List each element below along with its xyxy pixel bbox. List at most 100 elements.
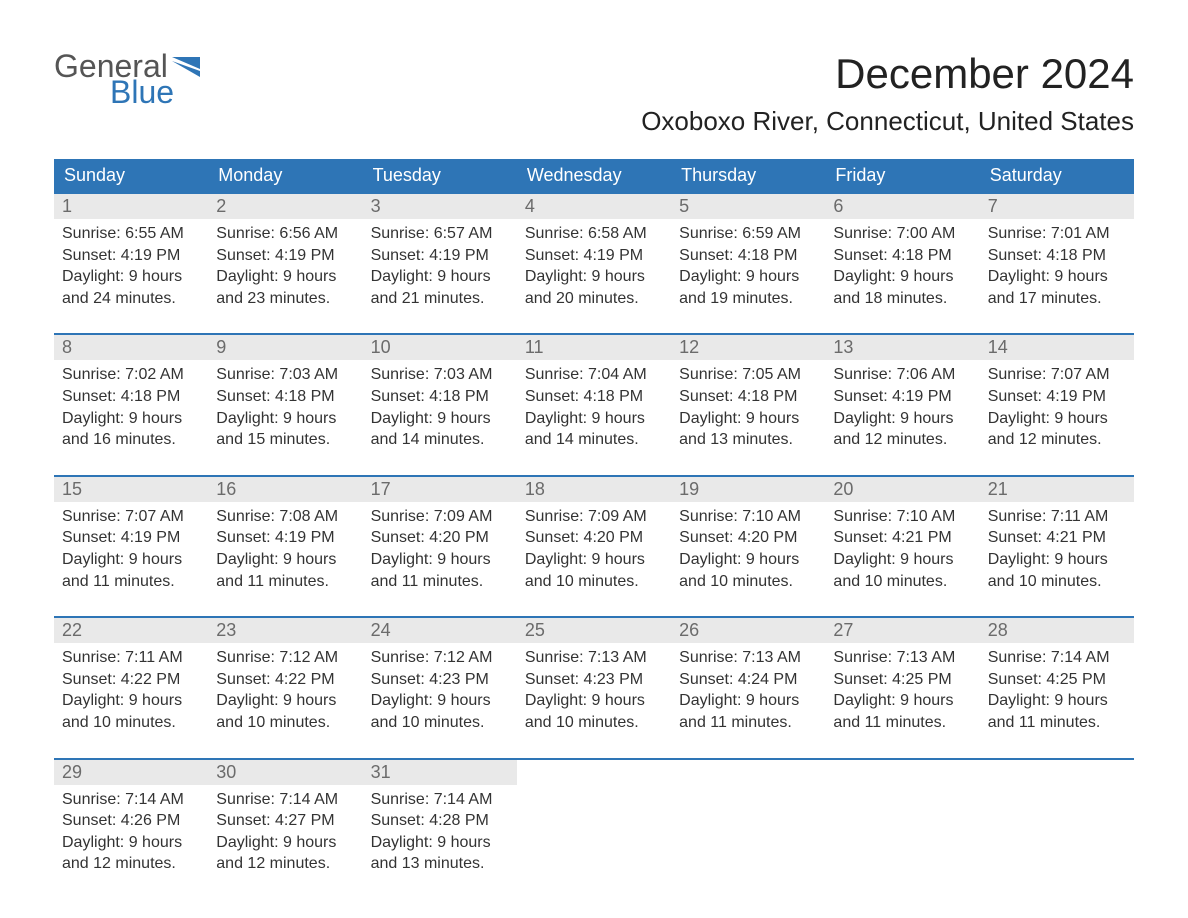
- day-d2: and 12 minutes.: [62, 853, 200, 875]
- day-number: 30: [208, 760, 362, 785]
- day-sr: Sunrise: 6:57 AM: [371, 223, 509, 245]
- week-row: 8Sunrise: 7:02 AMSunset: 4:18 PMDaylight…: [54, 333, 1134, 456]
- day-ss: Sunset: 4:18 PM: [371, 386, 509, 408]
- day-sr: Sunrise: 7:08 AM: [216, 506, 354, 528]
- day-cell: 25Sunrise: 7:13 AMSunset: 4:23 PMDayligh…: [517, 618, 671, 739]
- dow-cell: Thursday: [671, 159, 825, 192]
- day-d1: Daylight: 9 hours: [62, 266, 200, 288]
- day-body: Sunrise: 7:01 AMSunset: 4:18 PMDaylight:…: [980, 219, 1134, 315]
- day-body: Sunrise: 7:11 AMSunset: 4:22 PMDaylight:…: [54, 643, 208, 739]
- day-d2: and 10 minutes.: [679, 571, 817, 593]
- day-ss: Sunset: 4:22 PM: [62, 669, 200, 691]
- day-d1: Daylight: 9 hours: [62, 690, 200, 712]
- day-d2: and 10 minutes.: [988, 571, 1126, 593]
- day-ss: Sunset: 4:19 PM: [525, 245, 663, 267]
- day-d2: and 13 minutes.: [679, 429, 817, 451]
- day-d2: and 10 minutes.: [216, 712, 354, 734]
- day-ss: Sunset: 4:21 PM: [833, 527, 971, 549]
- logo-word-blue: Blue: [110, 76, 200, 108]
- day-cell: 23Sunrise: 7:12 AMSunset: 4:22 PMDayligh…: [208, 618, 362, 739]
- day-d2: and 10 minutes.: [62, 712, 200, 734]
- day-cell: 31Sunrise: 7:14 AMSunset: 4:28 PMDayligh…: [363, 760, 517, 881]
- day-cell: 10Sunrise: 7:03 AMSunset: 4:18 PMDayligh…: [363, 335, 517, 456]
- day-ss: Sunset: 4:20 PM: [525, 527, 663, 549]
- day-d1: Daylight: 9 hours: [988, 690, 1126, 712]
- day-number: 18: [517, 477, 671, 502]
- dow-cell: Sunday: [54, 159, 208, 192]
- day-cell: 13Sunrise: 7:06 AMSunset: 4:19 PMDayligh…: [825, 335, 979, 456]
- day-d1: Daylight: 9 hours: [679, 408, 817, 430]
- day-sr: Sunrise: 6:58 AM: [525, 223, 663, 245]
- day-cell: 29Sunrise: 7:14 AMSunset: 4:26 PMDayligh…: [54, 760, 208, 881]
- day-d2: and 11 minutes.: [371, 571, 509, 593]
- day-sr: Sunrise: 6:55 AM: [62, 223, 200, 245]
- day-cell: 19Sunrise: 7:10 AMSunset: 4:20 PMDayligh…: [671, 477, 825, 598]
- day-ss: Sunset: 4:20 PM: [679, 527, 817, 549]
- day-cell: .: [671, 760, 825, 881]
- day-number: 21: [980, 477, 1134, 502]
- day-number: 28: [980, 618, 1134, 643]
- day-d2: and 24 minutes.: [62, 288, 200, 310]
- day-d1: Daylight: 9 hours: [833, 408, 971, 430]
- day-body: Sunrise: 7:10 AMSunset: 4:20 PMDaylight:…: [671, 502, 825, 598]
- day-d1: Daylight: 9 hours: [216, 266, 354, 288]
- day-cell: .: [980, 760, 1134, 881]
- day-sr: Sunrise: 7:10 AM: [833, 506, 971, 528]
- day-ss: Sunset: 4:22 PM: [216, 669, 354, 691]
- dow-cell: Friday: [825, 159, 979, 192]
- day-cell: 30Sunrise: 7:14 AMSunset: 4:27 PMDayligh…: [208, 760, 362, 881]
- day-ss: Sunset: 4:24 PM: [679, 669, 817, 691]
- day-d1: Daylight: 9 hours: [371, 832, 509, 854]
- day-sr: Sunrise: 7:07 AM: [62, 506, 200, 528]
- day-ss: Sunset: 4:18 PM: [216, 386, 354, 408]
- day-cell: 6Sunrise: 7:00 AMSunset: 4:18 PMDaylight…: [825, 194, 979, 315]
- day-cell: 26Sunrise: 7:13 AMSunset: 4:24 PMDayligh…: [671, 618, 825, 739]
- week-row: 15Sunrise: 7:07 AMSunset: 4:19 PMDayligh…: [54, 475, 1134, 598]
- location: Oxoboxo River, Connecticut, United State…: [641, 106, 1134, 137]
- day-body: Sunrise: 7:05 AMSunset: 4:18 PMDaylight:…: [671, 360, 825, 456]
- day-d2: and 11 minutes.: [833, 712, 971, 734]
- day-body: Sunrise: 7:00 AMSunset: 4:18 PMDaylight:…: [825, 219, 979, 315]
- logo: General Blue: [54, 50, 200, 108]
- day-d1: Daylight: 9 hours: [62, 832, 200, 854]
- day-body: Sunrise: 7:13 AMSunset: 4:24 PMDaylight:…: [671, 643, 825, 739]
- day-d1: Daylight: 9 hours: [371, 266, 509, 288]
- day-sr: Sunrise: 7:01 AM: [988, 223, 1126, 245]
- day-number: 23: [208, 618, 362, 643]
- day-body: Sunrise: 7:14 AMSunset: 4:28 PMDaylight:…: [363, 785, 517, 881]
- day-d1: Daylight: 9 hours: [371, 408, 509, 430]
- day-ss: Sunset: 4:19 PM: [371, 245, 509, 267]
- day-d1: Daylight: 9 hours: [833, 549, 971, 571]
- day-ss: Sunset: 4:21 PM: [988, 527, 1126, 549]
- day-d1: Daylight: 9 hours: [525, 549, 663, 571]
- day-body: Sunrise: 7:11 AMSunset: 4:21 PMDaylight:…: [980, 502, 1134, 598]
- day-sr: Sunrise: 7:09 AM: [525, 506, 663, 528]
- day-cell: 18 Sunrise: 7:09 AMSunset: 4:20 PMDayligh…: [517, 477, 671, 598]
- day-sr: Sunrise: 7:06 AM: [833, 364, 971, 386]
- day-body: Sunrise: 7:04 AMSunset: 4:18 PMDaylight:…: [517, 360, 671, 456]
- day-number: 24: [363, 618, 517, 643]
- day-d1: Daylight: 9 hours: [833, 690, 971, 712]
- day-number: 10: [363, 335, 517, 360]
- day-d2: and 11 minutes.: [216, 571, 354, 593]
- day-d1: Daylight: 9 hours: [525, 690, 663, 712]
- day-number: 16: [208, 477, 362, 502]
- day-d2: and 15 minutes.: [216, 429, 354, 451]
- day-ss: Sunset: 4:28 PM: [371, 810, 509, 832]
- day-body: Sunrise: 7:06 AMSunset: 4:19 PMDaylight:…: [825, 360, 979, 456]
- day-d2: and 21 minutes.: [371, 288, 509, 310]
- day-body: Sunrise: 7:13 AMSunset: 4:25 PMDaylight:…: [825, 643, 979, 739]
- day-number: 6: [825, 194, 979, 219]
- day-d2: and 12 minutes.: [833, 429, 971, 451]
- day-ss: Sunset: 4:18 PM: [679, 245, 817, 267]
- day-ss: Sunset: 4:23 PM: [371, 669, 509, 691]
- day-sr: Sunrise: 7:11 AM: [988, 506, 1126, 528]
- day-ss: Sunset: 4:19 PM: [216, 527, 354, 549]
- day-sr: Sunrise: 7:13 AM: [679, 647, 817, 669]
- day-ss: Sunset: 4:19 PM: [62, 245, 200, 267]
- day-body: Sunrise: 7:14 AMSunset: 4:25 PMDaylight:…: [980, 643, 1134, 739]
- day-cell: 16Sunrise: 7:08 AMSunset: 4:19 PMDayligh…: [208, 477, 362, 598]
- day-number: 29: [54, 760, 208, 785]
- day-cell: 3Sunrise: 6:57 AMSunset: 4:19 PMDaylight…: [363, 194, 517, 315]
- day-d1: Daylight: 9 hours: [679, 549, 817, 571]
